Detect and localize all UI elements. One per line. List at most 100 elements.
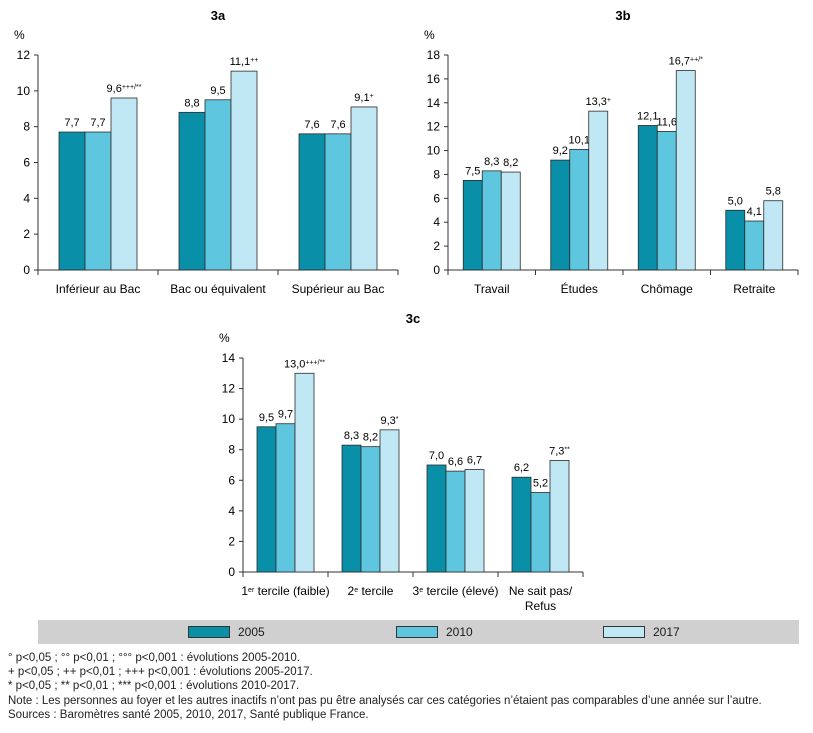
legend-swatch-2005 bbox=[188, 626, 230, 638]
y-tick-label: 8 bbox=[23, 120, 30, 134]
y-tick-label: 4 bbox=[23, 191, 30, 205]
data-label-significance: + bbox=[370, 92, 374, 99]
data-label-3a-2005-1: 8,8 bbox=[184, 97, 199, 109]
y-tick-label: 2 bbox=[228, 534, 235, 548]
footnote-2005-2017: + p<0,05 ; ++ p<0,01 ; +++ p<0,001 : évo… bbox=[8, 666, 313, 679]
data-label-3b-2010-1: 10,1 bbox=[569, 134, 590, 146]
y-tick-label: 0 bbox=[228, 565, 235, 579]
data-label-3c-2005-1: 8,3 bbox=[344, 430, 359, 442]
bar-3c-2005-2 bbox=[426, 464, 447, 573]
legend-swatch-2010 bbox=[396, 626, 438, 638]
legend-label-2010: 2010 bbox=[446, 625, 473, 639]
x-tick-label-3b-1: Études bbox=[561, 281, 598, 296]
bar-3b-2005-0 bbox=[462, 180, 483, 271]
chart-title-3c: 3c bbox=[406, 311, 420, 326]
data-label-significance: ** bbox=[564, 446, 570, 453]
chart-title-3b: 3b bbox=[615, 8, 630, 23]
data-label-3a-2005-0: 7,7 bbox=[64, 117, 79, 129]
y-tick-label: 10 bbox=[17, 84, 31, 98]
y-tick-label: 0 bbox=[23, 263, 30, 277]
x-tick-label-3c-1: 2e tercile bbox=[348, 584, 394, 598]
x-tick-label-3b-2: Chômage bbox=[641, 282, 693, 296]
y-axis-unit-3c: % bbox=[219, 331, 230, 345]
x-tick-label-3b-0: Travail bbox=[474, 282, 510, 296]
bar-3a-2017-0 bbox=[110, 97, 138, 271]
data-label-3b-2010-3: 4,1 bbox=[747, 206, 762, 218]
bar-3a-2005-2 bbox=[298, 133, 326, 271]
data-label-3c-2017-2: 6,7 bbox=[467, 455, 482, 467]
bar-3b-2010-3 bbox=[744, 220, 765, 271]
x-tick-label-3a-2: Supérieur au Bac bbox=[292, 282, 385, 296]
data-label-significance: * bbox=[396, 415, 399, 422]
x-tick-label-3b-3: Retraite bbox=[733, 282, 775, 296]
data-label-3c-2010-1: 8,2 bbox=[363, 432, 378, 444]
legend-item-2005: 2005 bbox=[188, 625, 265, 639]
footnote-note: Note : Les personnes au foyer et les aut… bbox=[8, 694, 762, 707]
data-label-3b-2017-1: 13,3+ bbox=[585, 96, 611, 108]
y-tick-label: 6 bbox=[433, 191, 440, 205]
legend-item-2010: 2010 bbox=[396, 625, 473, 639]
data-label-3a-2017-0: 9,6+++/** bbox=[107, 83, 142, 95]
footnote-2005-2010: ° p<0,05 ; °° p<0,01 ; °°° p<0,001 : évo… bbox=[8, 652, 300, 664]
data-label-3a-2017-1: 11,1++ bbox=[230, 56, 259, 68]
data-label-3a-2010-1: 9,5 bbox=[210, 85, 225, 97]
data-label-3c-2005-3: 6,2 bbox=[514, 462, 529, 474]
bar-3a-2017-1 bbox=[230, 70, 258, 271]
data-label-3c-2010-2: 6,6 bbox=[448, 456, 463, 468]
y-tick-label: 8 bbox=[228, 443, 235, 457]
data-label-3b-2005-3: 5,0 bbox=[728, 195, 743, 207]
data-label-3a-2010-2: 7,6 bbox=[330, 119, 345, 131]
bar-3a-2005-0 bbox=[58, 131, 86, 271]
y-tick-label: 12 bbox=[427, 120, 441, 134]
y-tick-label: 4 bbox=[433, 215, 440, 229]
data-label-3b-2005-0: 7,5 bbox=[465, 165, 480, 177]
bar-3a-2005-1 bbox=[178, 111, 206, 271]
bar-3c-2005-0 bbox=[256, 426, 277, 573]
bar-3c-2017-3 bbox=[549, 460, 570, 573]
bar-3b-2010-0 bbox=[481, 170, 502, 271]
data-label-3b-2005-1: 9,2 bbox=[553, 145, 568, 157]
bar-3b-2017-3 bbox=[763, 200, 784, 271]
y-tick-label: 0 bbox=[433, 263, 440, 277]
data-label-significance: ++ bbox=[250, 57, 258, 64]
bar-3b-2017-0 bbox=[500, 171, 521, 271]
data-label-3c-2017-3: 7,3** bbox=[549, 445, 570, 457]
footnotes: ° p<0,05 ; °° p<0,01 ; °°° p<0,001 : évo… bbox=[8, 651, 762, 722]
y-tick-label: 4 bbox=[228, 504, 235, 518]
bar-3c-2017-2 bbox=[464, 469, 485, 573]
bar-3b-2010-1 bbox=[569, 148, 590, 271]
y-tick-label: 14 bbox=[222, 351, 236, 365]
bar-3a-2017-2 bbox=[350, 106, 378, 271]
x-tick-label-3c-2: 3e tercile (élevé) bbox=[413, 584, 499, 598]
bar-3b-2005-3 bbox=[725, 209, 746, 271]
x-tick-label-3c-0: 1er tercile (faible) bbox=[241, 584, 329, 598]
bar-3b-2005-2 bbox=[637, 125, 658, 271]
x-tick-label-3a-1: Bac ou équivalent bbox=[170, 282, 266, 296]
data-label-3c-2010-0: 9,7 bbox=[278, 409, 293, 421]
legend-label-2017: 2017 bbox=[653, 625, 680, 639]
y-tick-label: 14 bbox=[427, 96, 441, 110]
y-tick-label: 2 bbox=[23, 227, 30, 241]
data-label-3b-2010-0: 8,3 bbox=[484, 156, 499, 168]
y-tick-label: 8 bbox=[433, 167, 440, 181]
data-label-3c-2005-0: 9,5 bbox=[259, 412, 274, 424]
y-axis-unit-3b: % bbox=[424, 28, 435, 42]
data-label-3b-2017-2: 16,7++/* bbox=[669, 56, 704, 68]
bar-3b-2017-1 bbox=[588, 110, 609, 271]
bar-3b-2010-2 bbox=[656, 131, 677, 271]
y-tick-label: 6 bbox=[228, 473, 235, 487]
x-tick-label-3c-3: Ne sait pas/ bbox=[509, 584, 573, 598]
data-label-3b-2005-2: 12,1 bbox=[637, 110, 658, 122]
data-label-3a-2017-2: 9,1+ bbox=[354, 92, 373, 104]
x-tick-label-3a-0: Inférieur au Bac bbox=[56, 282, 141, 296]
bar-3a-2010-0 bbox=[84, 131, 112, 271]
y-tick-label: 18 bbox=[427, 48, 441, 62]
data-label-3a-2010-0: 7,7 bbox=[90, 117, 105, 129]
data-label-3c-2017-0: 13,0+++/** bbox=[284, 358, 325, 370]
x-tick-label-3c-3: Refus bbox=[525, 599, 556, 613]
bar-3c-2005-1 bbox=[341, 444, 362, 573]
data-label-3b-2017-0: 8,2 bbox=[503, 157, 518, 169]
data-label-3b-2010-2: 11,6 bbox=[656, 116, 677, 128]
bar-3b-2017-2 bbox=[675, 70, 696, 271]
data-label-3c-2017-1: 9,3* bbox=[380, 415, 398, 427]
